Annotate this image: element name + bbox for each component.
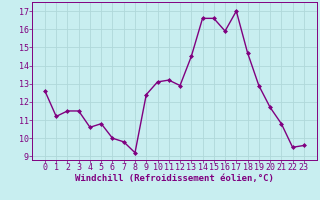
X-axis label: Windchill (Refroidissement éolien,°C): Windchill (Refroidissement éolien,°C) [75, 174, 274, 183]
